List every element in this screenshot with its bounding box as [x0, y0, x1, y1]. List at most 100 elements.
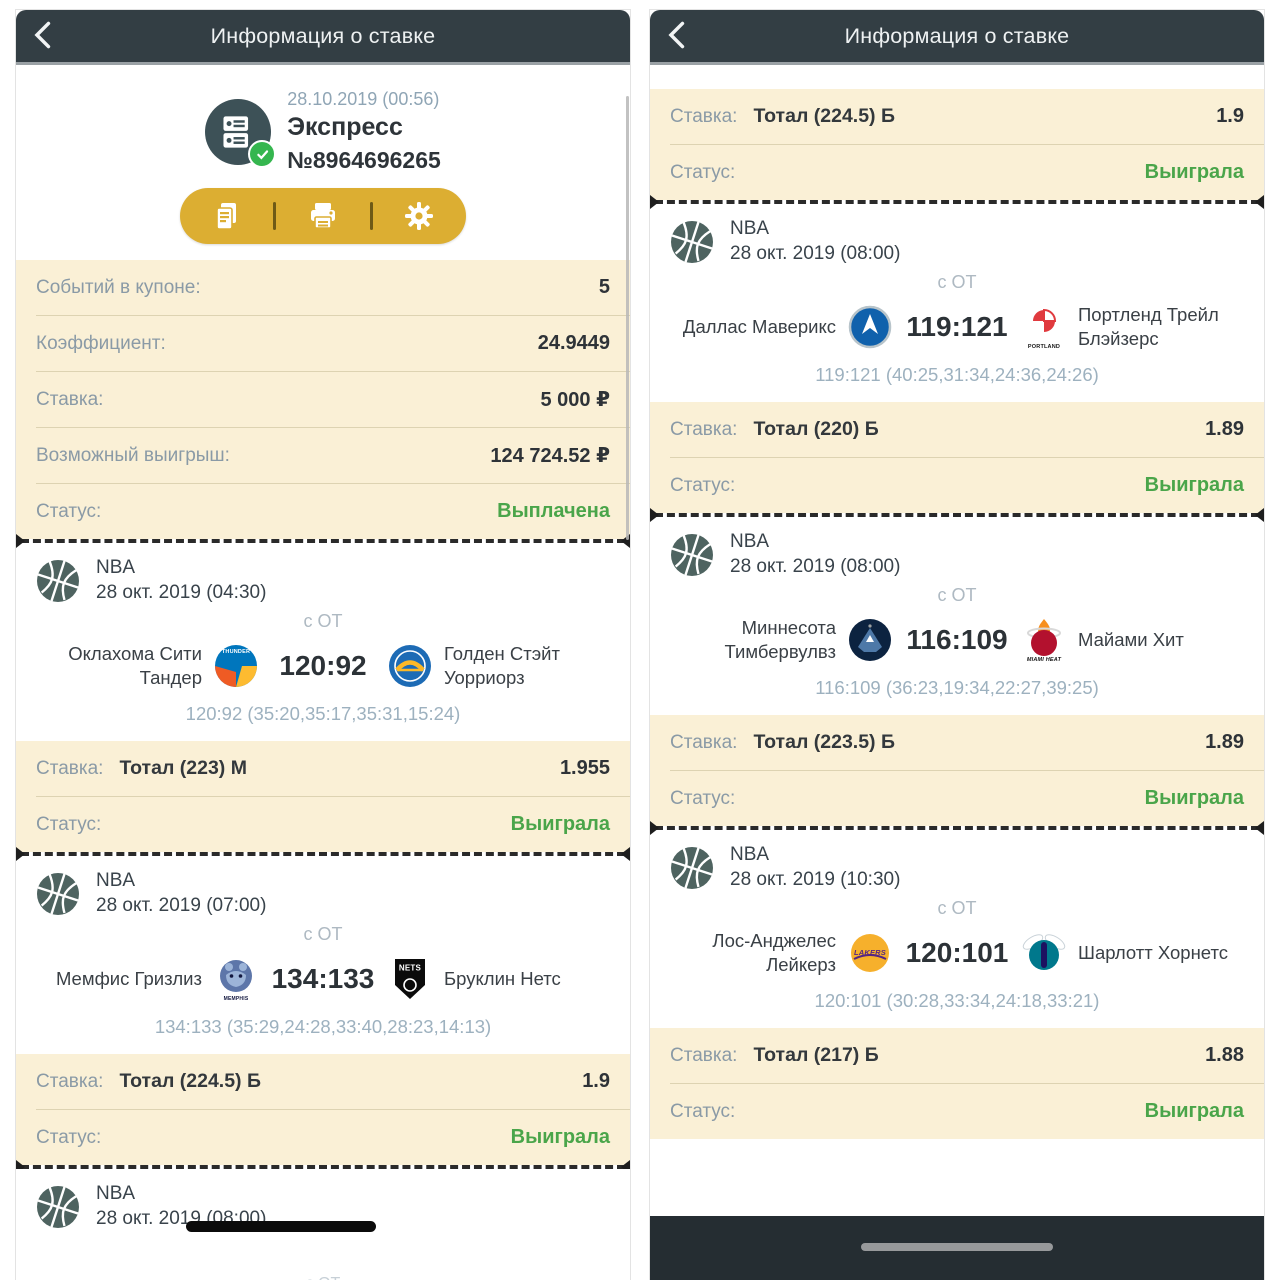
payout-label: Возможный выигрыш:: [36, 444, 230, 466]
ticket-perforation: [650, 821, 1264, 836]
away-team-name: Майами Хит: [1078, 629, 1184, 651]
bet-market-row: Ставка: Тотал (217) Б 1.88: [650, 1028, 1264, 1083]
back-button[interactable]: [30, 20, 62, 52]
event-card: NBA 28 окт. 2019 (04:30) с ОТ Оклахома С…: [16, 543, 630, 742]
home-team-name: Мемфис Гризлиз: [55, 968, 202, 990]
bet-status-row: Статус: Выиграла: [16, 797, 630, 852]
overtime-note: с ОТ: [937, 272, 977, 292]
bet-label: Ставка:: [670, 1044, 738, 1066]
overtime-note-partial: с ОТ: [16, 1275, 630, 1280]
status-badge: Выиграла: [1144, 1100, 1244, 1123]
status-badge: Выиграла: [1144, 474, 1244, 497]
event-datetime: 28 окт. 2019 (04:30): [96, 582, 267, 603]
status-badge: Выиграла: [1144, 787, 1244, 810]
status-badge: Выплачена: [497, 500, 610, 522]
coefficient-value: 24.9449: [537, 332, 610, 354]
event-datetime: 28 окт. 2019 (08:00): [730, 243, 901, 264]
navbar: Информация о ставке: [16, 10, 630, 65]
home-indicator[interactable]: [861, 1243, 1053, 1251]
away-team-name: Шарлотт Хорнетс: [1078, 942, 1228, 964]
ticket-perforation: [16, 534, 630, 548]
bet-market: Тотал (224.5) Б: [753, 105, 895, 127]
league-name: NBA: [730, 218, 770, 239]
status-label: Статус:: [670, 161, 736, 183]
stake-label: Ставка:: [36, 388, 104, 410]
payout-value: 124 724.52 ₽: [490, 445, 610, 467]
event-datetime: 28 окт. 2019 (10:30): [730, 869, 901, 891]
bet-info-screen-left: Информация о ставке: [16, 10, 630, 1280]
golden-state-warriors-logo: [386, 642, 434, 690]
page-title: Информация о ставке: [210, 23, 436, 48]
bet-slip-icon: [205, 99, 277, 168]
league-name: NBA: [96, 1183, 136, 1205]
events-count-value: 5: [598, 276, 610, 298]
overtime-note: с ОТ: [303, 924, 343, 945]
score-by-quarters: 120:92 (35:20,35:17,35:31,15:24): [185, 703, 461, 725]
bet-label: Ставка:: [670, 418, 738, 440]
row-divider: [36, 427, 630, 428]
league-name: NBA: [730, 531, 770, 553]
miami-heat-logo: MIAMI HEAT: [1020, 616, 1068, 664]
coefficient-label: Коэффициент:: [36, 332, 166, 354]
bet-summary: Событий в купоне: 5 Коэффициент: 24.9449…: [16, 260, 630, 539]
event-datetime: 28 окт. 2019 (07:00): [96, 895, 267, 917]
basketball-icon: [37, 560, 79, 602]
home-team-name: Оклахома Сити Тандер: [68, 643, 202, 689]
check-icon: [256, 149, 268, 160]
bet-datetime: 28.10.2019 (00:56): [287, 89, 440, 109]
bet-settings-button[interactable]: [399, 196, 439, 236]
league-name: NBA: [730, 844, 770, 866]
score-by-quarters: 134:133 (35:29,24:28,33:40,28:23,14:13): [154, 1016, 492, 1038]
logo-text: NETS: [398, 963, 422, 973]
status-label: Статус:: [670, 474, 736, 496]
bet-odds: 1.955: [559, 757, 610, 780]
bet-number: №8964696265: [287, 147, 441, 173]
navbar: Информация о ставке: [650, 10, 1264, 65]
bet-label: Ставка:: [670, 731, 738, 753]
gear-icon: [405, 202, 434, 230]
status-label: Статус:: [36, 1126, 102, 1148]
summary-row-events: Событий в купоне: 5: [16, 260, 630, 315]
bet-actions-toolbar: [180, 188, 466, 244]
print-bet-button[interactable]: [303, 196, 343, 236]
bet-selection-card: Ставка: Тотал (223.5) Б 1.89 Статус: Выи…: [650, 715, 1264, 827]
event-card: NBA 28 окт. 2019 (07:00) с ОТ Мемфис Гри…: [16, 856, 630, 1055]
away-team-name: Голден Стэйт Уорриорз: [444, 643, 560, 689]
status-label: Статус:: [36, 500, 102, 522]
basketball-icon: [671, 221, 713, 263]
bet-market: Тотал (223) М: [119, 757, 247, 780]
bet-market-row: Ставка: Тотал (223.5) Б 1.89: [650, 715, 1264, 770]
row-divider: [36, 315, 630, 316]
portland-trail-blazers-logo: PORTLAND: [1020, 303, 1068, 351]
summary-row-stake: Ставка: 5 000 ₽: [16, 372, 630, 427]
logo-text: THUNDER: [221, 649, 251, 656]
row-divider: [36, 796, 630, 798]
toolbar-separator: [369, 202, 373, 230]
logo-text: MEMPHIS: [223, 995, 249, 1002]
final-score: 134:133: [271, 963, 375, 995]
bet-market-row: Ставка: Тотал (220) Б 1.89: [650, 402, 1264, 457]
ticket-perforation: [650, 195, 1264, 209]
bet-market-row: Ставка: Тотал (223) М 1.955: [16, 741, 630, 796]
stake-value: 5 000 ₽: [540, 389, 610, 411]
dallas-mavericks-logo: [846, 303, 894, 351]
basketball-icon: [37, 1186, 79, 1229]
final-score: 116:109: [906, 624, 1008, 656]
copy-bet-button[interactable]: [207, 196, 247, 236]
back-button[interactable]: [664, 20, 696, 52]
bet-selection-card: Ставка: Тотал (220) Б 1.89 Статус: Выигр…: [650, 402, 1264, 514]
status-badge: Выиграла: [1144, 161, 1244, 183]
documents-icon: [215, 203, 236, 230]
score-by-quarters: 116:109 (36:23,19:34,22:27,39:25): [815, 677, 1099, 699]
match-row: Даллас Маверикс 119:121 PORTLAND Портлен…: [668, 303, 1246, 351]
won-check-badge: [248, 140, 277, 168]
final-score: 120:101: [905, 937, 1009, 969]
overtime-note: с ОТ: [937, 585, 977, 606]
bet-market-row: Ставка: Тотал (224.5) Б 1.9: [16, 1054, 630, 1109]
row-divider: [670, 770, 1264, 772]
scrollbar[interactable]: [626, 96, 629, 540]
league-name: NBA: [96, 870, 136, 892]
bet-ticket-header: 28.10.2019 (00:56) Экспресс №8964696265: [16, 65, 630, 178]
basketball-icon: [671, 847, 713, 890]
match-row: Лос-Анджелес Лейкерз LAKERS 120:101 Шарл…: [668, 929, 1246, 977]
